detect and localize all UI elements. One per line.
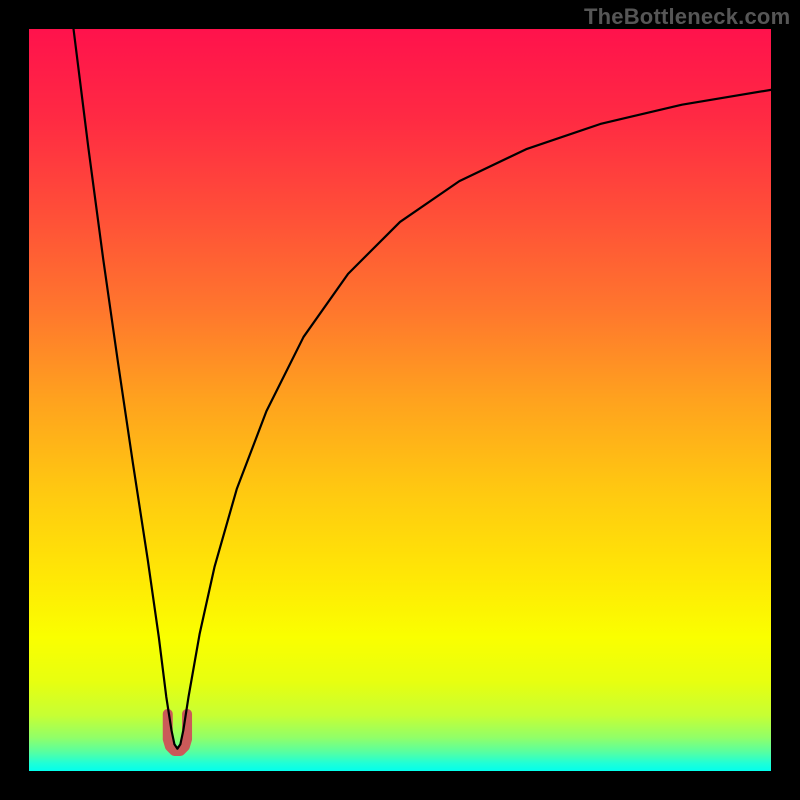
watermark-text: TheBottleneck.com	[584, 4, 790, 30]
plot-area	[29, 29, 771, 771]
gradient-background	[29, 29, 771, 771]
chart-svg	[29, 29, 771, 771]
